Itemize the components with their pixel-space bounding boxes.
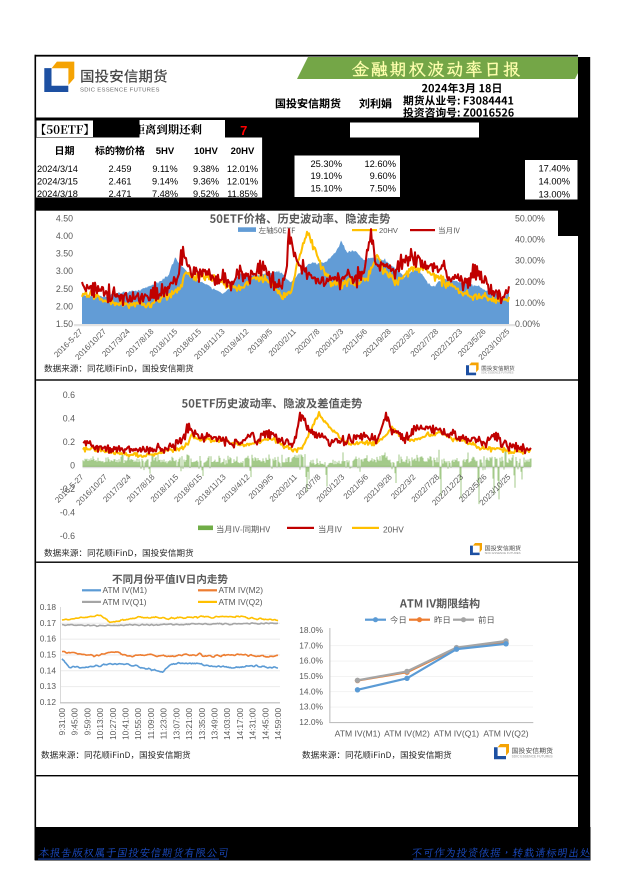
svg-text:14.00%: 14.00%	[538, 176, 570, 186]
svg-text:13:21:00: 13:21:00	[185, 708, 194, 740]
svg-text:SDIC ESSENCE FUTURES: SDIC ESSENCE FUTURES	[481, 371, 514, 375]
svg-text:9:31:00: 9:31:00	[58, 708, 67, 736]
svg-text:0.12: 0.12	[40, 697, 57, 707]
svg-text:0.13: 0.13	[40, 681, 57, 691]
svg-text:10:55:00: 10:55:00	[134, 708, 143, 740]
svg-text:14.0%: 14.0%	[299, 686, 323, 696]
svg-text:50.00%: 50.00%	[515, 214, 545, 224]
svg-text:0.18: 0.18	[40, 602, 57, 612]
svg-text:7.50%: 7.50%	[370, 184, 396, 194]
svg-text:ATM IV(Q2): ATM IV(Q2)	[219, 597, 263, 607]
svg-text:20HV: 20HV	[383, 524, 404, 534]
svg-text:2024/3/15: 2024/3/15	[37, 177, 78, 187]
svg-text:13:07:00: 13:07:00	[172, 708, 181, 740]
svg-text:5HV: 5HV	[156, 146, 175, 157]
svg-text:0.00%: 0.00%	[515, 319, 540, 329]
svg-text:2.459: 2.459	[109, 164, 132, 174]
svg-text:12.01%: 12.01%	[227, 164, 258, 174]
svg-text:9.38%: 9.38%	[193, 164, 219, 174]
svg-text:20.00%: 20.00%	[515, 277, 545, 287]
svg-text:17.0%: 17.0%	[299, 640, 323, 650]
svg-text:11.85%: 11.85%	[227, 189, 257, 199]
svg-text:-0.2: -0.2	[60, 484, 75, 494]
svg-text:15.0%: 15.0%	[299, 671, 323, 681]
svg-text:SDIC ESSENCE FUTURES: SDIC ESSENCE FUTURES	[80, 88, 160, 94]
svg-text:12.60%: 12.60%	[364, 159, 396, 169]
svg-text:14:31:00: 14:31:00	[249, 708, 258, 740]
svg-text:9.36%: 9.36%	[193, 177, 219, 187]
svg-text:2.50: 2.50	[56, 284, 73, 294]
svg-text:2.461: 2.461	[109, 177, 132, 187]
svg-text:14:45:00: 14:45:00	[261, 708, 270, 740]
svg-text:2024/3/18: 2024/3/18	[37, 189, 78, 199]
svg-text:0.6: 0.6	[63, 390, 75, 400]
svg-text:16.0%: 16.0%	[299, 656, 323, 666]
svg-text:30.00%: 30.00%	[515, 256, 545, 266]
svg-text:0.17: 0.17	[40, 618, 57, 628]
svg-text:9:59:00: 9:59:00	[83, 708, 92, 736]
svg-text:7: 7	[240, 123, 247, 138]
svg-text:9:45:00: 9:45:00	[71, 708, 80, 736]
svg-text:ATM IV(Q1): ATM IV(Q1)	[103, 597, 147, 607]
svg-text:4.50: 4.50	[56, 214, 73, 224]
svg-text:10HV: 10HV	[194, 146, 218, 157]
svg-text:SDIC ESSENCE FUTURES: SDIC ESSENCE FUTURES	[512, 754, 554, 758]
svg-text:-0.4: -0.4	[60, 507, 75, 517]
svg-text:4.00: 4.00	[56, 231, 73, 241]
svg-text:40.00%: 40.00%	[515, 235, 545, 245]
svg-text:15.10%: 15.10%	[310, 184, 342, 194]
svg-text:11:09:00: 11:09:00	[147, 708, 156, 740]
svg-text:ATM IV(Q1): ATM IV(Q1)	[434, 729, 479, 739]
svg-text:3.50: 3.50	[56, 249, 73, 259]
svg-text:20HV: 20HV	[379, 226, 399, 235]
svg-text:12.01%: 12.01%	[227, 177, 258, 187]
svg-text:10:13:00: 10:13:00	[96, 708, 105, 740]
svg-text:9.60%: 9.60%	[370, 171, 396, 181]
svg-text:19.10%: 19.10%	[310, 171, 342, 181]
svg-text:13:35:00: 13:35:00	[198, 708, 207, 740]
svg-text:14:03:00: 14:03:00	[223, 708, 232, 740]
svg-text:-0.6: -0.6	[60, 531, 75, 541]
svg-text:3.00: 3.00	[56, 266, 73, 276]
svg-text:2024/3/14: 2024/3/14	[37, 164, 78, 174]
svg-text:11:23:00: 11:23:00	[160, 708, 169, 740]
svg-text:13.0%: 13.0%	[299, 702, 323, 712]
svg-text:0.15: 0.15	[40, 650, 57, 660]
svg-text:ATM IV(M1): ATM IV(M1)	[335, 729, 381, 739]
svg-text:2.00: 2.00	[56, 301, 73, 311]
svg-text:0: 0	[70, 460, 75, 470]
svg-text:14:17:00: 14:17:00	[236, 708, 245, 740]
svg-text:12.0%: 12.0%	[299, 717, 323, 727]
svg-text:ATM IV(M2): ATM IV(M2)	[384, 729, 430, 739]
svg-text:18.0%: 18.0%	[299, 625, 323, 635]
svg-text:0.4: 0.4	[63, 414, 75, 424]
svg-text:10:27:00: 10:27:00	[109, 708, 118, 740]
svg-text:0.16: 0.16	[40, 634, 57, 644]
svg-text:14:59:00: 14:59:00	[274, 708, 283, 740]
svg-text:20HV: 20HV	[231, 146, 255, 157]
svg-text:9.52%: 9.52%	[193, 189, 219, 199]
svg-text:ATM IV(Q2): ATM IV(Q2)	[483, 729, 528, 739]
svg-text:0.2: 0.2	[63, 437, 75, 447]
svg-text:9.14%: 9.14%	[152, 177, 178, 187]
svg-text:SDIC ESSENCE FUTURES: SDIC ESSENCE FUTURES	[485, 551, 521, 555]
svg-text:17.40%: 17.40%	[538, 163, 570, 173]
svg-text:ATM IV(M1): ATM IV(M1)	[103, 585, 148, 595]
svg-text:13:49:00: 13:49:00	[211, 708, 220, 740]
svg-text:7.48%: 7.48%	[152, 189, 178, 199]
svg-text:ATM IV(M2): ATM IV(M2)	[219, 585, 264, 595]
svg-text:10.00%: 10.00%	[515, 298, 545, 308]
svg-text:2.471: 2.471	[109, 189, 132, 199]
svg-text:0.14: 0.14	[40, 665, 57, 675]
svg-text:9.11%: 9.11%	[152, 164, 177, 174]
svg-text:25.30%: 25.30%	[310, 159, 342, 169]
svg-text:10:41:00: 10:41:00	[122, 708, 131, 740]
svg-text:13.00%: 13.00%	[538, 189, 570, 199]
svg-text:1.50: 1.50	[56, 319, 73, 329]
